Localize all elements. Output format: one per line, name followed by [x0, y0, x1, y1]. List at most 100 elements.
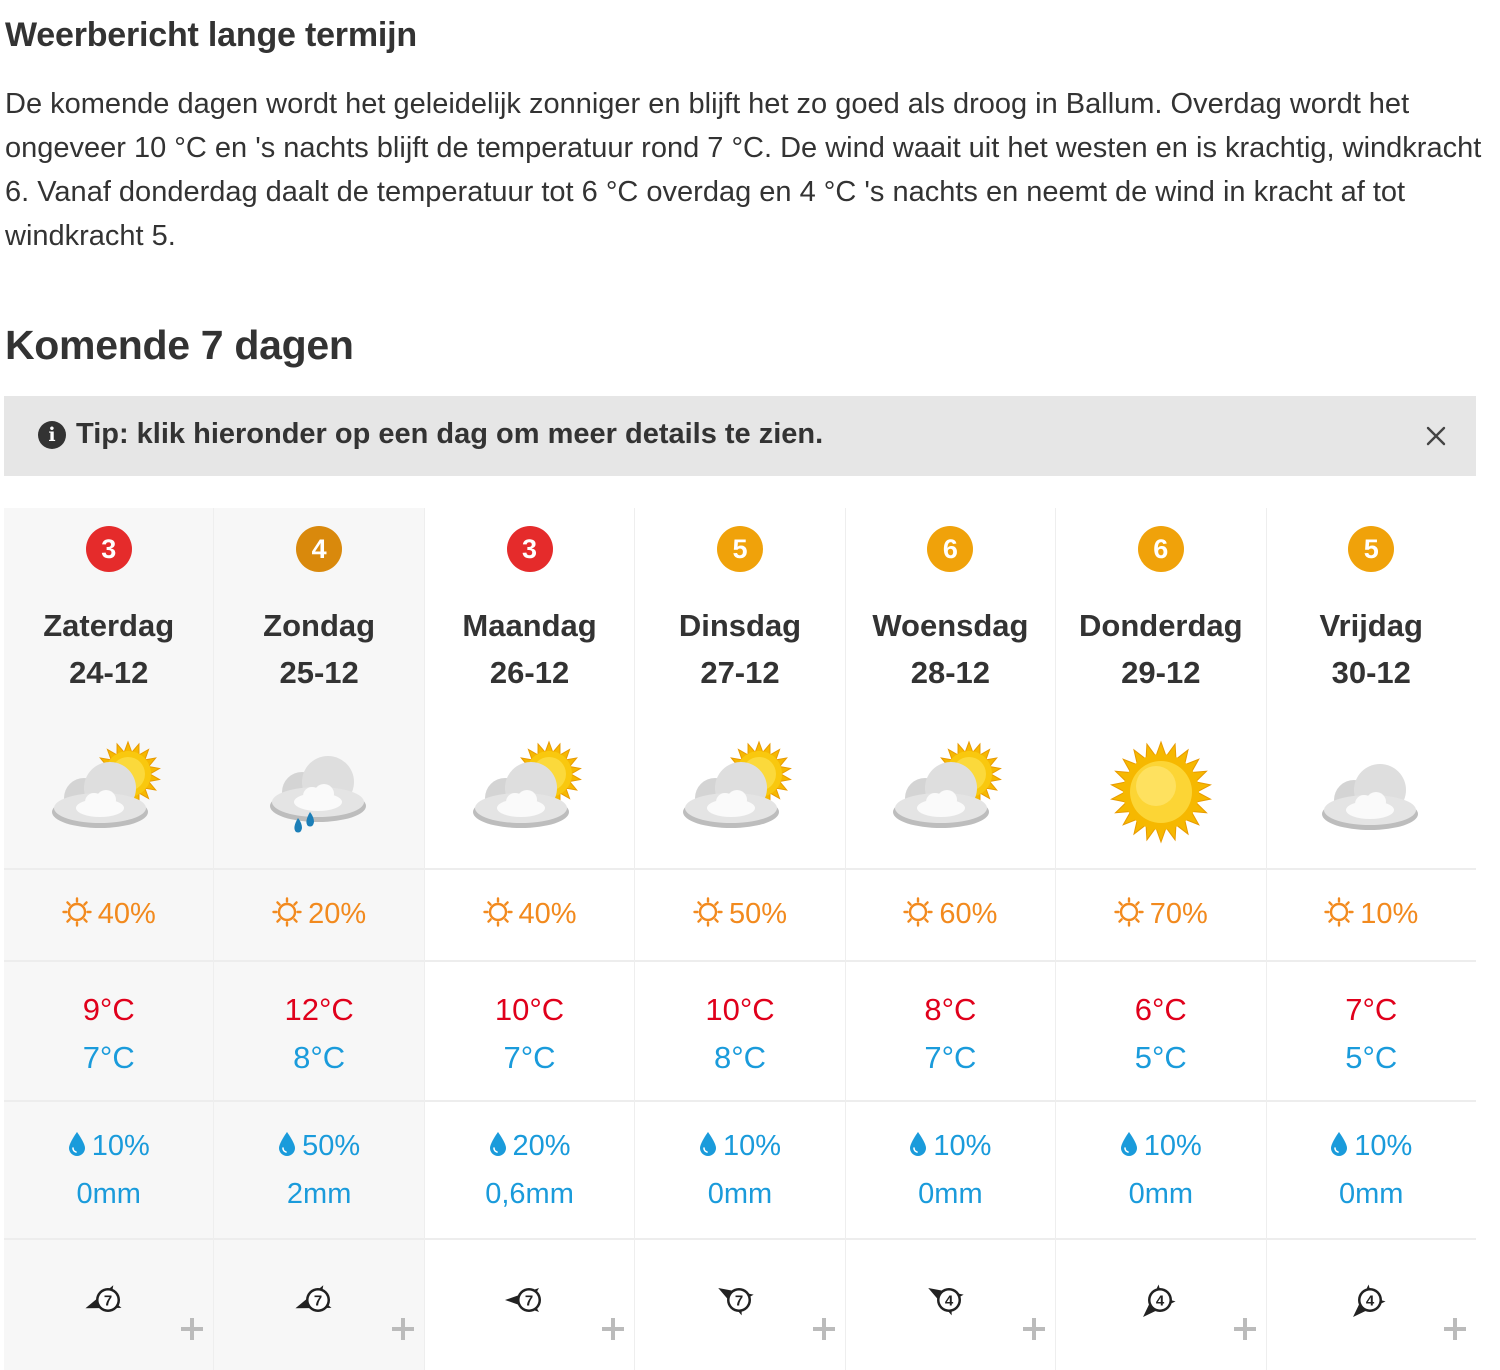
plus-icon[interactable]	[179, 1316, 205, 1342]
sunshine-percentage: 40%	[518, 898, 577, 930]
wind-arrow-icon: 4	[919, 1270, 979, 1330]
sunshine-percentage: 60%	[939, 898, 998, 930]
partly-cloudy-icon	[44, 730, 174, 850]
row-divider	[214, 1100, 424, 1102]
day-date: 26-12	[489, 655, 570, 690]
wind-force-label: 7	[735, 1293, 743, 1310]
row-divider	[4, 1238, 214, 1240]
wind-arrow-icon: 4	[1130, 1270, 1190, 1330]
day-column[interactable]: 3 Zaterdag 24-12 40% 9°C 7°C 10% 0mm	[4, 508, 215, 1370]
day-column[interactable]: 4 Zondag 25-12 20% 12°C 8°C 50% 2mm	[214, 508, 425, 1370]
wind-arrow-icon: 7	[709, 1270, 769, 1330]
cloud-rain-icon	[254, 730, 384, 850]
wind-force-label: 4	[1366, 1293, 1375, 1310]
row-divider	[214, 1238, 424, 1240]
partly-cloudy-icon	[675, 730, 805, 850]
row-divider	[1056, 960, 1266, 962]
row-divider	[635, 1100, 845, 1102]
day-column[interactable]: 5 Dinsdag 27-12 50% 10°C 8°C 10% 0mm	[635, 508, 846, 1370]
wind-force-label: 7	[104, 1293, 112, 1310]
day-date: 30-12	[1331, 655, 1411, 690]
raindrop-icon	[489, 1132, 506, 1157]
partly-cloudy-icon	[465, 730, 595, 850]
sunshine-percentage: 10%	[1360, 898, 1419, 930]
row-divider	[845, 1238, 1056, 1240]
min-temperature: 8°C	[713, 1040, 766, 1075]
rain-chance: 50%	[214, 1130, 423, 1163]
rain-chance-percentage: 10%	[1143, 1130, 1202, 1162]
row-divider	[1056, 1100, 1266, 1102]
day-name: Zondag	[263, 608, 376, 643]
row-divider	[635, 1238, 845, 1240]
row-divider	[845, 960, 1056, 962]
sunshine-percentage: 50%	[728, 898, 787, 930]
rain-chance: 10%	[846, 1130, 1055, 1163]
row-divider	[1266, 1100, 1476, 1102]
rain-chance: 10%	[1056, 1130, 1265, 1163]
plus-icon[interactable]	[600, 1316, 626, 1342]
min-temperature: 5°C	[1345, 1040, 1398, 1075]
raindrop-icon	[699, 1132, 716, 1157]
sunshine: 70%	[1056, 897, 1265, 931]
tip-banner: i Tip: klik hieronder op een dag om meer…	[4, 396, 1476, 476]
wind-force-label: 7	[314, 1293, 322, 1310]
weather-score-badge: 5	[1348, 526, 1395, 572]
row-divider	[1266, 960, 1476, 962]
cloud-icon	[1306, 730, 1436, 850]
close-icon[interactable]	[1424, 424, 1448, 448]
min-temperature: 7°C	[82, 1040, 135, 1075]
day-column[interactable]: 5 Vrijdag 30-12 10% 7°C 5°C 10% 0mm 4	[1266, 508, 1476, 1370]
plus-icon[interactable]	[390, 1316, 416, 1342]
day-name: Dinsdag	[678, 608, 802, 643]
row-divider	[845, 868, 1056, 870]
long-term-forecast-text: De komende dagen wordt het geleidelijk z…	[5, 88, 1482, 252]
sun-outline-icon	[1324, 897, 1354, 928]
row-divider	[1266, 868, 1476, 870]
rain-amount: 0mm	[918, 1178, 983, 1210]
rain-chance: 20%	[425, 1130, 634, 1163]
max-temperature: 6°C	[1134, 992, 1187, 1027]
rain-chance-percentage: 10%	[722, 1130, 781, 1162]
min-temperature: 5°C	[1134, 1040, 1187, 1075]
min-temperature: 7°C	[924, 1040, 977, 1075]
sun-outline-icon	[903, 897, 934, 928]
plus-icon[interactable]	[1021, 1316, 1047, 1342]
plus-icon[interactable]	[1232, 1316, 1258, 1342]
row-divider	[424, 1238, 635, 1240]
max-temperature: 10°C	[494, 992, 565, 1027]
day-column[interactable]: 6 Donderdag 29-12 70% 6°C 5°C 10% 0mm 4	[1056, 508, 1267, 1370]
sunshine-percentage: 20%	[308, 898, 367, 930]
tip-text: Tip: klik hieronder op een dag om meer d…	[76, 418, 824, 450]
rain-amount: 0mm	[76, 1178, 141, 1210]
min-temperature: 7°C	[503, 1040, 556, 1075]
day-column[interactable]: 6 Woensdag 28-12 60% 8°C 7°C 10% 0mm	[845, 508, 1057, 1370]
raindrop-icon	[1331, 1132, 1348, 1157]
rain-amount: 0,6mm	[485, 1178, 574, 1210]
sun-outline-icon	[61, 897, 92, 928]
row-divider	[1056, 1238, 1266, 1240]
rain-chance: 10%	[635, 1130, 844, 1163]
plus-icon[interactable]	[1442, 1316, 1468, 1342]
plus-icon[interactable]	[811, 1316, 837, 1342]
rain-amount: 2mm	[286, 1178, 352, 1210]
weather-score-badge: 4	[296, 526, 343, 572]
sun-icon	[1096, 730, 1226, 850]
partly-cloudy-icon	[885, 730, 1015, 850]
day-name: Woensdag	[872, 608, 1029, 643]
rain-chance-percentage: 10%	[1354, 1130, 1413, 1162]
weather-score-badge: 3	[506, 526, 553, 572]
row-divider	[635, 960, 845, 962]
day-date: 28-12	[910, 655, 991, 690]
row-divider	[214, 960, 424, 962]
max-temperature: 9°C	[82, 992, 135, 1027]
raindrop-icon	[68, 1132, 85, 1157]
sun-outline-icon	[272, 897, 302, 928]
day-column[interactable]: 3 Maandag 26-12 40% 10°C 7°C 20% 0,6mm	[424, 508, 636, 1370]
max-temperature: 8°C	[924, 992, 977, 1027]
day-name: Donderdag	[1079, 608, 1243, 643]
sunshine: 50%	[635, 897, 844, 931]
rain-chance: 10%	[4, 1130, 213, 1163]
row-divider	[4, 960, 214, 962]
row-divider	[424, 868, 635, 870]
rain-chance-percentage: 10%	[933, 1130, 992, 1162]
